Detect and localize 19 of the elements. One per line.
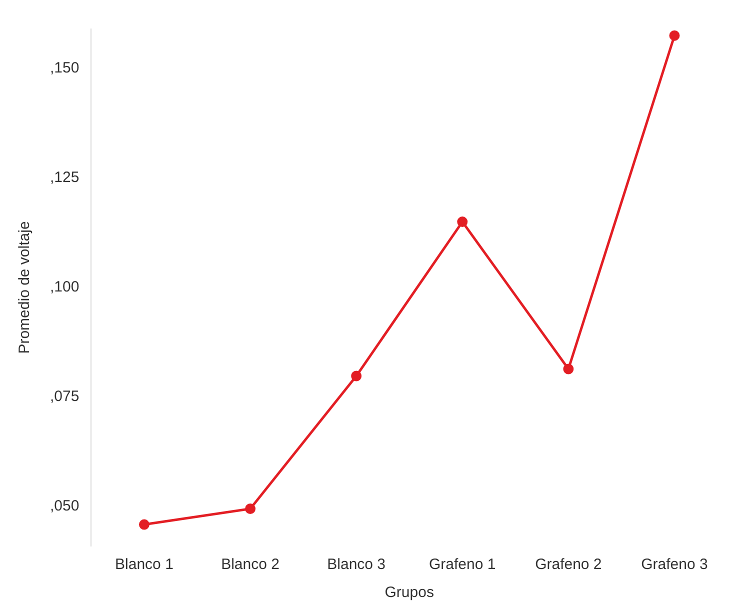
x-tick-label: Blanco 2 <box>221 556 280 574</box>
x-tick-label: Grafeno 3 <box>641 556 708 574</box>
point <box>563 364 574 374</box>
point <box>138 519 150 530</box>
y-tick-label: ,100 <box>50 278 80 296</box>
y-tick-label: ,125 <box>50 169 80 186</box>
point <box>245 504 256 514</box>
y-tick-label: ,050 <box>50 498 80 515</box>
x-tick-label: Blanco 1 <box>115 556 174 574</box>
point <box>457 216 468 228</box>
point <box>351 370 362 382</box>
y-tick-label: ,075 <box>50 388 80 406</box>
x-tick-label: Blanco 3 <box>327 556 386 574</box>
y-axis-title: Promedio de voltaje <box>16 221 34 354</box>
x-tick-label: Grafeno 1 <box>429 556 496 574</box>
point <box>669 30 680 41</box>
y-tick-label: ,150 <box>50 60 80 77</box>
x-tick-label: Grafeno 2 <box>535 556 602 574</box>
x-axis-title: Grupos <box>384 584 434 602</box>
